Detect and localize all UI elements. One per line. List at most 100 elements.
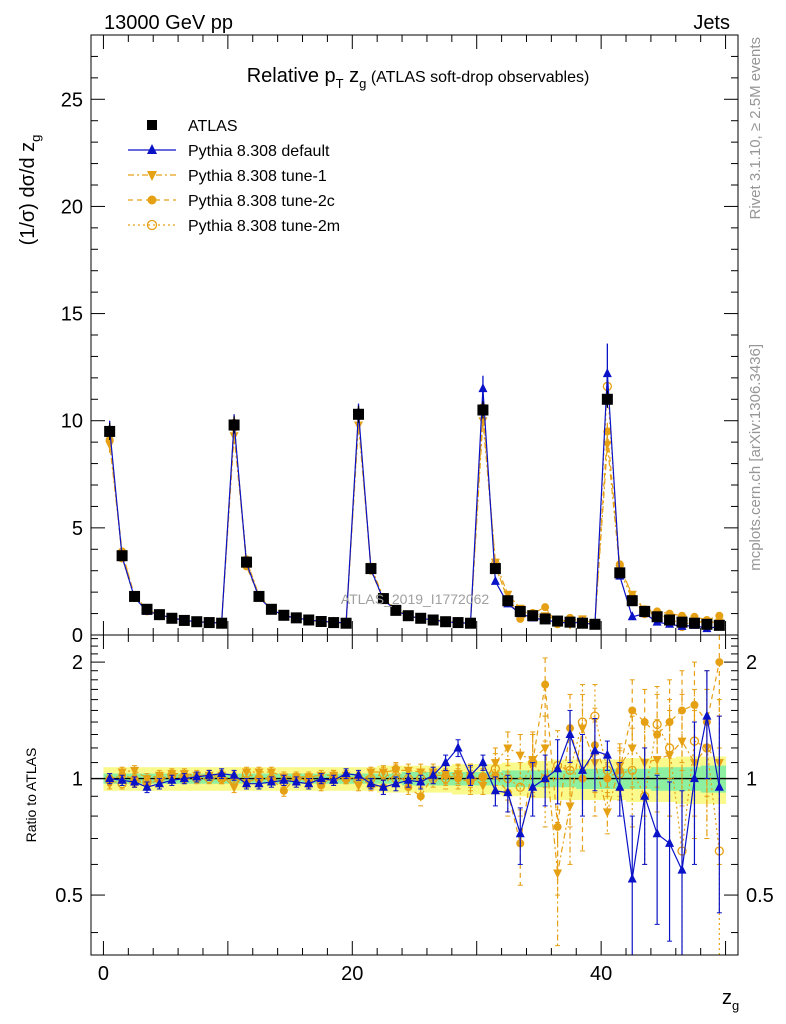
ratio-data-point xyxy=(304,773,314,783)
main-data-point xyxy=(166,612,178,624)
ratio-data-point xyxy=(702,710,712,720)
ratio-data-point xyxy=(279,786,288,795)
main-data-point xyxy=(676,616,688,628)
x-axis-label: zg xyxy=(722,987,739,1013)
ratio-data-point xyxy=(590,745,600,755)
main-data-point xyxy=(178,614,190,626)
svg-text:Relative pT zg (ATLAS soft-dro: Relative pT zg (ATLAS soft-drop observab… xyxy=(247,65,590,91)
ratio-data-point xyxy=(254,768,264,778)
main-data-point xyxy=(354,421,364,431)
ratio-series-line xyxy=(109,661,720,844)
main-data-point xyxy=(253,590,265,602)
main-y-tick-label: 5 xyxy=(72,518,83,540)
main-title: Relative pT zg (ATLAS soft-drop observab… xyxy=(247,65,590,91)
ratio-data-point xyxy=(242,768,252,778)
main-data-point xyxy=(564,616,576,628)
legend: ATLAS Pythia 8.308 default Pythia 8.308 tu… xyxy=(128,118,340,235)
title-main: Relative p xyxy=(247,65,336,87)
ratio-data-point xyxy=(503,787,513,797)
ratio-data-point xyxy=(503,744,513,754)
ratio-data-point xyxy=(378,768,388,778)
x-tick-label: 40 xyxy=(590,963,612,985)
ratio-data-point xyxy=(627,744,637,754)
main-data-point xyxy=(627,611,637,621)
ratio-data-point xyxy=(403,766,413,776)
ratio-data-point xyxy=(154,771,164,781)
main-data-point xyxy=(489,563,501,575)
ratio-data-point xyxy=(192,771,202,781)
legend-label: Pythia 8.308 tune-2c xyxy=(188,193,335,210)
main-plot-area xyxy=(104,343,725,633)
legend-marker xyxy=(147,195,157,205)
ratio-data-point xyxy=(391,766,401,776)
ratio-data-point xyxy=(528,756,538,766)
ratio-data-point xyxy=(652,828,662,838)
ratio-data-point xyxy=(229,783,239,793)
ratio-data-point xyxy=(105,780,115,790)
ylabel-main: (1/σ) dσ/d z xyxy=(17,142,39,246)
ratio-data-point xyxy=(204,769,214,779)
ratio-data-point xyxy=(515,751,525,761)
ratio-data-point xyxy=(665,751,675,761)
main-data-point xyxy=(541,603,550,612)
main-data-point xyxy=(601,393,613,405)
main-data-point xyxy=(129,590,141,602)
ratio-data-point xyxy=(229,769,239,779)
main-data-point xyxy=(229,432,239,442)
ratio-frame xyxy=(90,634,739,956)
xlabel-sub: g xyxy=(732,998,739,1013)
ratio-data-point xyxy=(391,778,401,788)
ratio-series xyxy=(105,670,724,956)
main-ylabel: (1/σ) dσ/d zg xyxy=(17,135,43,246)
legend-marker xyxy=(147,144,157,154)
ratio-data-point xyxy=(478,757,488,767)
main-data-point xyxy=(141,603,153,615)
ratio-y-tick-label-right: 1 xyxy=(746,769,757,791)
ratio-data-point xyxy=(490,759,500,769)
main-data-point xyxy=(477,404,489,416)
ratio-data-point xyxy=(167,770,177,780)
ratio-y-ticks: 0.5 0.5 1 1 2 2 xyxy=(55,638,774,934)
ratio-data-point xyxy=(540,744,550,754)
main-data-point xyxy=(427,614,439,626)
ratio-y-tick-label-left: 0.5 xyxy=(55,885,83,907)
main-data-point xyxy=(664,614,676,626)
ratio-y-tick-label-right: 2 xyxy=(746,652,757,674)
ratio-data-point xyxy=(378,781,388,791)
watermark: ATLAS_2019_I1772062 xyxy=(341,591,490,607)
ratio-data-point xyxy=(565,802,575,812)
main-data-point xyxy=(688,617,700,629)
ratio-data-point xyxy=(416,776,426,786)
main-data-point xyxy=(265,603,277,615)
main-y-tick-label: 10 xyxy=(61,411,83,433)
ratio-data-point xyxy=(366,768,376,778)
main-data-point xyxy=(464,617,476,629)
ratio-data-point xyxy=(528,781,538,791)
ratio-data-point xyxy=(565,728,575,738)
main-data-point xyxy=(701,618,713,630)
ratio-data-point xyxy=(105,773,115,783)
ratio-data-point xyxy=(291,776,301,786)
main-data-point xyxy=(589,618,601,630)
main-y-ticks: 0 5 10 15 20 25 xyxy=(61,55,738,647)
main-y-tick-label: 20 xyxy=(61,196,83,218)
main-data-point xyxy=(105,440,115,450)
main-y-tick-label: 15 xyxy=(61,304,83,326)
main-data-point xyxy=(328,617,340,629)
ratio-series xyxy=(105,684,724,956)
ratio-data-point xyxy=(416,792,425,801)
main-data-point xyxy=(278,609,290,621)
ratio-data-point xyxy=(304,778,314,788)
main-data-point xyxy=(390,604,402,616)
ratio-data-point xyxy=(677,737,687,747)
main-y-tick-label: 25 xyxy=(61,89,83,111)
ratio-data-point xyxy=(266,768,276,778)
main-data-point xyxy=(153,609,165,621)
main-data-point xyxy=(104,425,116,437)
ratio-panel: 0.5 0.51 12 2 0 20 40 Ratio to ATLAS zg xyxy=(23,35,774,1013)
main-data-point xyxy=(502,595,514,607)
main-data-point xyxy=(377,593,389,605)
ratio-plot-area xyxy=(91,634,738,956)
ratio-data-point xyxy=(341,768,351,778)
legend-label: Pythia 8.308 default xyxy=(188,143,330,160)
